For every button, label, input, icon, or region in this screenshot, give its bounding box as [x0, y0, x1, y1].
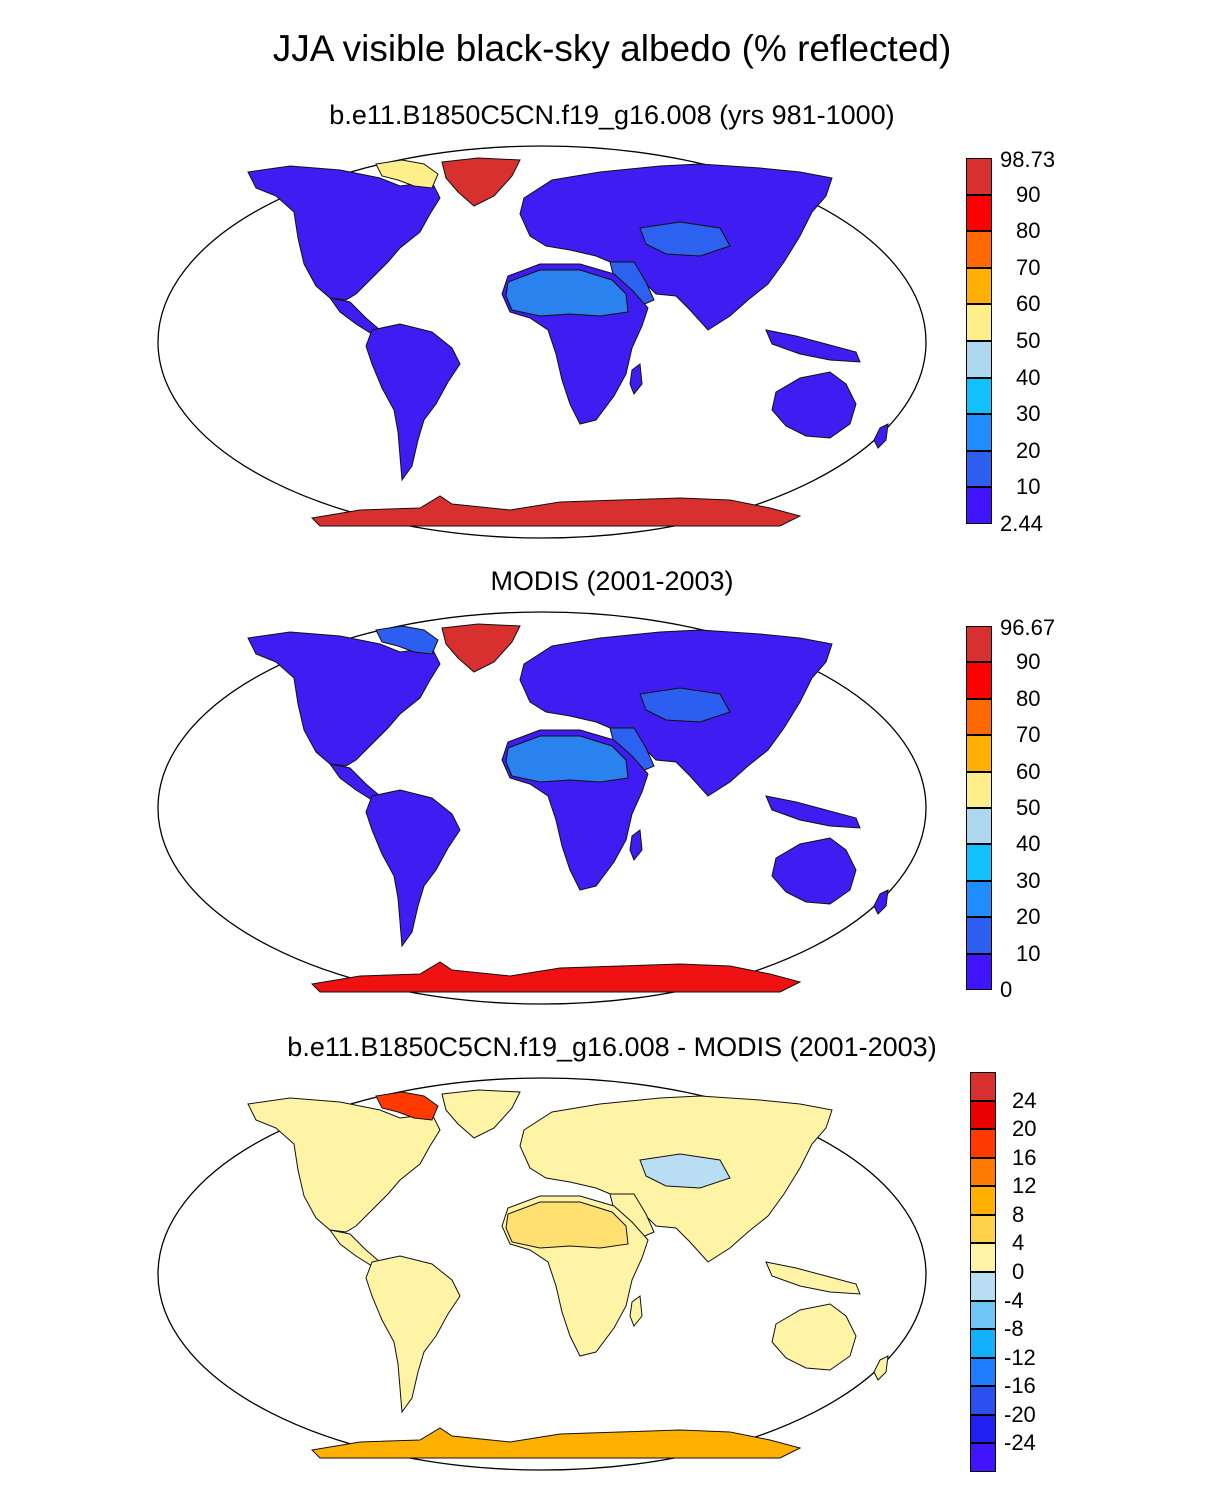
colorbar-box — [966, 626, 992, 663]
colorbar-label: 4 — [1012, 1230, 1025, 1256]
colorbar-label: -4 — [1004, 1287, 1024, 1313]
colorbar-label: 70 — [1016, 254, 1041, 280]
colorbar-box — [966, 735, 992, 772]
colorbar-label: -24 — [1004, 1430, 1036, 1456]
colorbar-box — [966, 844, 992, 881]
colorbar-box — [966, 953, 992, 990]
colorbar-box — [966, 304, 992, 341]
panel-title-modis: MODIS (2001-2003) — [490, 566, 734, 596]
colorbar-label: 96.67 — [1000, 615, 1056, 640]
colorbar-box — [970, 1329, 996, 1358]
colorbar-box — [966, 341, 992, 378]
colorbar-label: 10 — [1016, 940, 1041, 966]
colorbar-box — [970, 1072, 996, 1101]
colorbar-box — [966, 771, 992, 808]
map-difference — [157, 1077, 927, 1471]
colorbar-box — [970, 1300, 996, 1330]
colorbar-box — [966, 158, 992, 195]
colorbar-label: 90 — [1016, 181, 1041, 207]
colorbar-box — [970, 1214, 996, 1244]
colorbar-box — [966, 377, 992, 415]
colorbar-label: 50 — [1016, 795, 1041, 820]
colorbar-label: 98.73 — [1000, 147, 1056, 172]
colorbar-label: 80 — [1016, 218, 1041, 244]
colorbar-label: 50 — [1016, 328, 1041, 353]
colorbar-box — [966, 231, 992, 268]
map-modis — [157, 611, 927, 1005]
colorbar-label: 0 — [1000, 977, 1013, 1002]
colorbar-box — [966, 917, 992, 954]
colorbar-box — [970, 1100, 996, 1130]
colorbar-box — [966, 487, 992, 524]
colorbar-label: 0 — [1012, 1259, 1025, 1284]
colorbar-label: 8 — [1012, 1201, 1025, 1227]
colorbar-box — [966, 662, 992, 699]
colorbar-label: 30 — [1016, 867, 1041, 893]
colorbar-label: -8 — [1004, 1316, 1024, 1342]
colorbar-box — [970, 1443, 996, 1472]
colorbar-label: 90 — [1016, 649, 1041, 675]
colorbar-label: 40 — [1016, 364, 1041, 390]
colorbar-label: -16 — [1004, 1373, 1036, 1399]
colorbar-label: -12 — [1004, 1344, 1036, 1370]
colorbar-label: 40 — [1016, 831, 1041, 857]
colorbar-label: 12 — [1012, 1173, 1037, 1199]
colorbar-label: 60 — [1016, 758, 1041, 784]
colorbar-label: 20 — [1012, 1116, 1037, 1142]
colorbar-box — [966, 698, 992, 736]
colorbar-label: 20 — [1016, 437, 1041, 463]
colorbar-box — [970, 1272, 996, 1301]
colorbar-label: 60 — [1016, 291, 1041, 317]
panel-title-model: b.e11.B1850C5CN.f19_g16.008 (yrs 981-100… — [329, 100, 895, 130]
main-title: JJA visible black-sky albedo (% reflecte… — [272, 28, 952, 69]
colorbar-label: 30 — [1016, 401, 1041, 427]
panel-title-difference: b.e11.B1850C5CN.f19_g16.008 - MODIS (200… — [287, 1032, 937, 1062]
colorbar-box — [966, 194, 992, 232]
colorbar-label: 16 — [1012, 1144, 1037, 1170]
colorbar-box — [966, 267, 992, 305]
colorbar-label: 24 — [1012, 1087, 1037, 1113]
colorbar-box — [970, 1243, 996, 1272]
colorbar-box — [966, 808, 992, 845]
colorbar-label: 70 — [1016, 722, 1041, 748]
colorbar-box — [970, 1357, 996, 1387]
colorbar-box — [966, 450, 992, 488]
colorbar-box — [966, 880, 992, 918]
map-model — [157, 145, 927, 539]
colorbar-label: 20 — [1016, 904, 1041, 930]
colorbar-box — [970, 1129, 996, 1158]
colorbar-box — [970, 1386, 996, 1415]
colorbar-label: -20 — [1004, 1401, 1036, 1427]
colorbar-label: 80 — [1016, 685, 1041, 711]
colorbar-box — [966, 414, 992, 451]
colorbar-box — [970, 1157, 996, 1187]
colorbar-box — [970, 1186, 996, 1215]
colorbar-box — [970, 1414, 996, 1444]
colorbar-label: 2.44 — [1000, 511, 1043, 536]
colorbar-label: 10 — [1016, 474, 1041, 500]
